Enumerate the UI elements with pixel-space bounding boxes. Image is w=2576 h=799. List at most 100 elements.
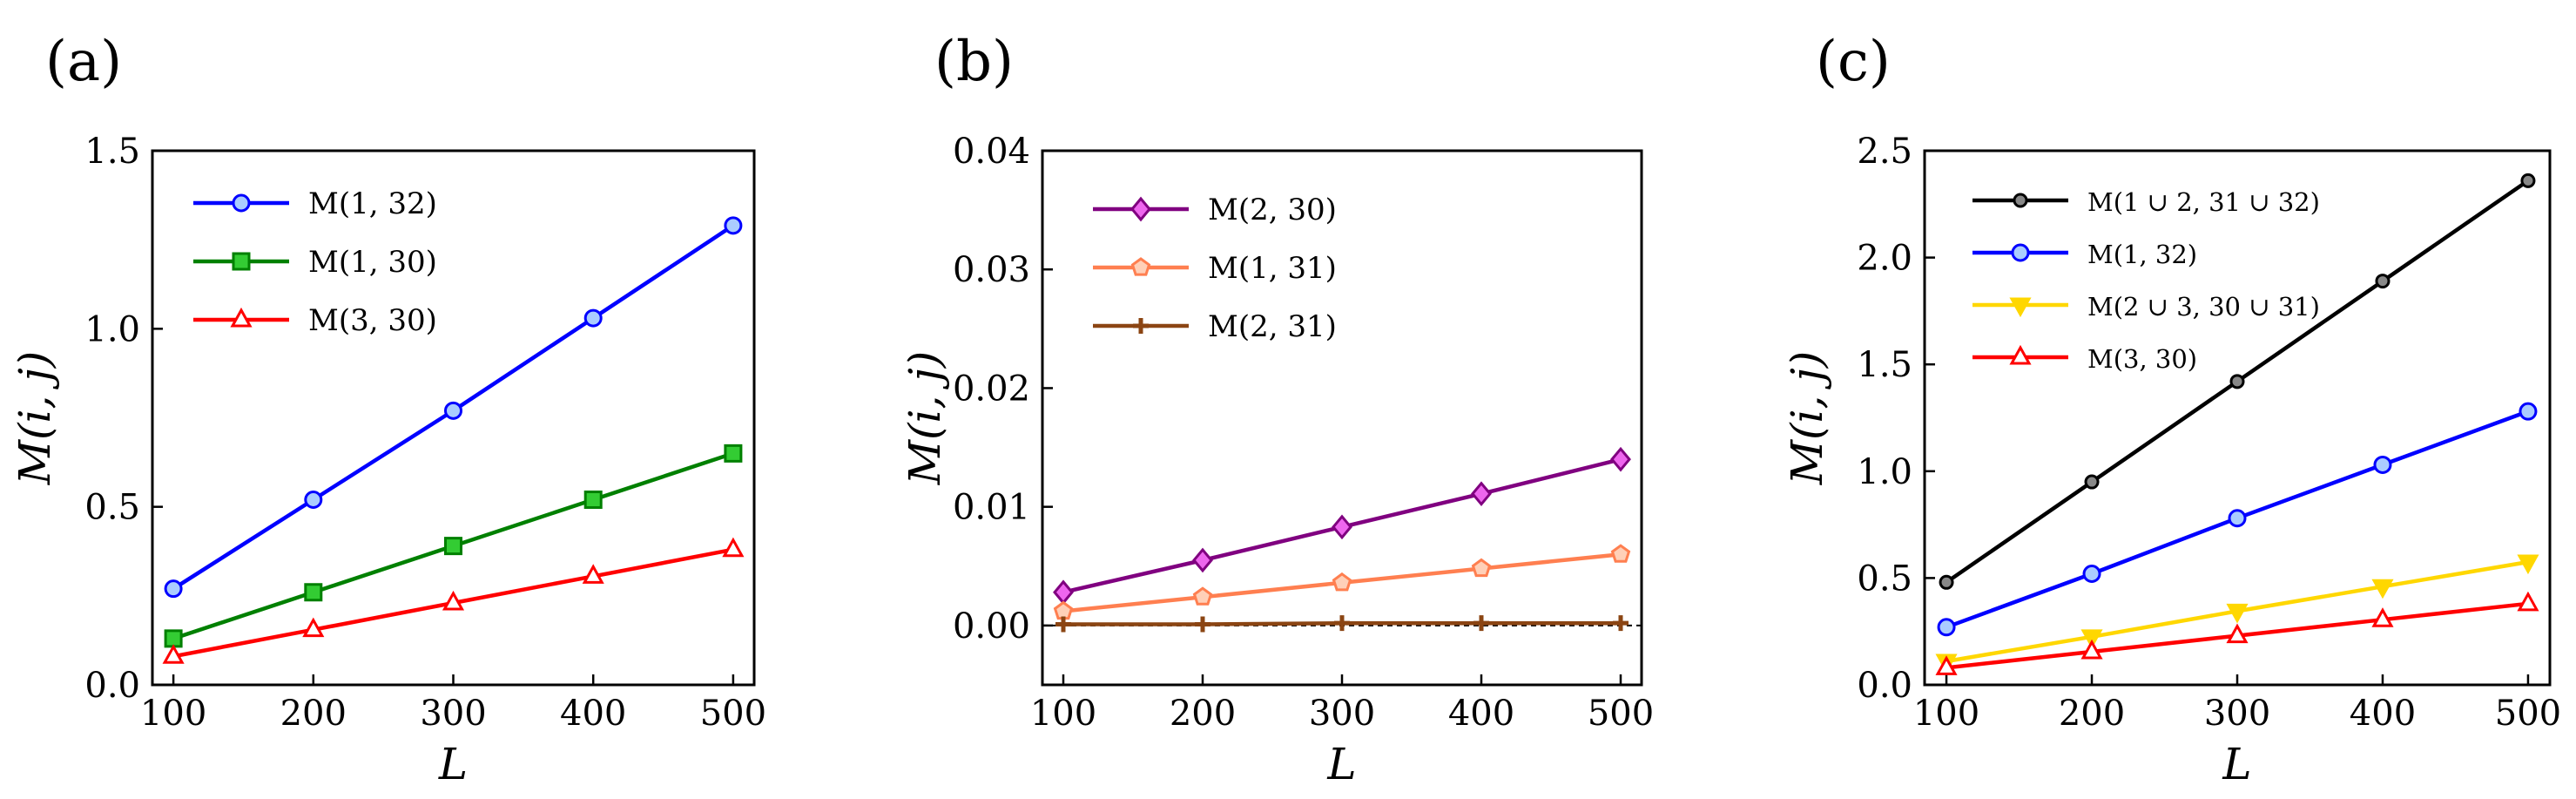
data-point — [2080, 629, 2103, 649]
data-point — [583, 308, 603, 328]
x-tick-label: 500 — [2495, 694, 2561, 734]
data-point — [1192, 547, 1213, 573]
y-tick-label: 1.5 — [1857, 345, 1912, 385]
panel-label: (c) — [1816, 30, 1891, 94]
x-tick-label: 300 — [1309, 694, 1375, 734]
data-point — [1332, 514, 1352, 540]
data-point — [2520, 173, 2536, 188]
data-point — [1195, 616, 1210, 633]
data-point — [1471, 481, 1492, 507]
x-tick-label: 100 — [140, 694, 206, 734]
data-point — [2373, 455, 2392, 474]
y-axis-label: M(i, j) — [900, 351, 950, 486]
data-point — [164, 629, 183, 648]
legend-marker — [1130, 257, 1151, 276]
legend-label: M(1, 30) — [308, 245, 437, 280]
x-tick-label: 200 — [2059, 694, 2125, 734]
data-point — [2080, 639, 2103, 660]
data-point — [1055, 616, 1071, 633]
data-point — [162, 644, 185, 664]
x-tick-label: 400 — [560, 694, 626, 734]
data-point — [1192, 586, 1213, 606]
y-tick-label: 0.04 — [953, 132, 1030, 172]
data-point — [444, 537, 462, 556]
series-1 — [1937, 402, 2538, 637]
series-3 — [1935, 591, 2539, 675]
data-point — [2082, 564, 2101, 583]
legend-marker — [232, 252, 251, 271]
x-tick-label: 100 — [1030, 694, 1096, 734]
data-point — [2228, 509, 2247, 528]
data-point — [304, 490, 323, 509]
x-tick-label: 400 — [1448, 694, 1514, 734]
panel-a: (a) 100 200 300 400 500 0.0 0.5 1.0 1.5 L M(i, j) M(… — [10, 30, 766, 789]
data-point — [2084, 474, 2100, 490]
data-point — [1613, 615, 1629, 632]
legend-marker — [1133, 318, 1149, 334]
x-axis-label: L — [438, 739, 468, 789]
y-tick-label: 0.00 — [953, 606, 1030, 647]
y-tick-label: 0.0 — [1857, 666, 1912, 706]
data-point — [722, 537, 745, 558]
data-point — [1610, 544, 1631, 563]
legend-label: M(2, 30) — [1208, 193, 1337, 227]
y-tick-label: 1.0 — [1857, 452, 1912, 492]
axes-frame — [151, 149, 756, 687]
legend-label: M(2 ∪ 3, 30 ∪ 31) — [2087, 292, 2320, 322]
y-tick-label: 0.0 — [84, 666, 140, 706]
x-tick-label: 400 — [2350, 694, 2416, 734]
x-tick-label: 300 — [420, 694, 486, 734]
data-point — [2371, 579, 2394, 599]
data-point — [1610, 446, 1631, 472]
legend-marker — [2009, 297, 2032, 318]
legend-label: M(1 ∪ 2, 31 ∪ 32) — [2087, 187, 2320, 217]
legend-marker — [2009, 344, 2032, 365]
data-point — [2517, 591, 2539, 612]
panel-label: (a) — [45, 30, 122, 94]
data-point — [1939, 574, 1954, 590]
data-point — [1471, 558, 1492, 578]
legend-label: M(1, 31) — [1208, 251, 1337, 286]
legend: M(2, 30) M(1, 31) M(2, 31) — [1093, 193, 1337, 344]
series-0 — [1053, 446, 1631, 606]
series-1 — [1053, 544, 1631, 620]
y-tick-label: 0.5 — [1857, 559, 1912, 599]
legend-marker — [1130, 196, 1151, 222]
y-axis-label: M(i, j) — [10, 351, 60, 486]
data-point — [304, 583, 323, 602]
legend-label: M(3, 30) — [2087, 344, 2197, 374]
data-point — [2371, 607, 2394, 627]
panel-b: (b) 100 200 300 400 500 0.00 0.01 0.02 0.03 0.04 L M… — [900, 30, 1654, 789]
data-point — [442, 590, 465, 611]
data-point — [444, 401, 462, 420]
data-point — [724, 444, 743, 463]
data-point — [2375, 274, 2391, 289]
x-tick-label: 100 — [1913, 694, 1979, 734]
legend-marker — [2013, 193, 2028, 208]
data-point — [2517, 554, 2539, 575]
axes-frame — [1923, 149, 2552, 687]
data-point — [2226, 623, 2249, 644]
y-tick-label: 2.0 — [1857, 239, 1912, 279]
data-point — [1053, 579, 1074, 606]
legend-label: M(3, 30) — [308, 303, 437, 338]
y-tick-label: 0.02 — [953, 369, 1030, 409]
axes-frame — [1041, 149, 1643, 687]
legend-label: M(1, 32) — [2087, 240, 2197, 269]
y-tick-label: 1.5 — [84, 132, 140, 172]
legend-marker — [232, 193, 251, 213]
data-point — [2229, 374, 2245, 389]
legend: M(1 ∪ 2, 31 ∪ 32) M(1, 32) M(2 ∪ 3, 30 ∪ 3… — [1972, 187, 2320, 374]
data-point — [2226, 603, 2249, 624]
legend-marker — [230, 307, 253, 328]
data-point — [1334, 615, 1350, 632]
data-point — [1473, 615, 1489, 632]
panel-c: (c) 100 200 300 400 500 0.0 0.5 1.0 1.5 2.0 2.5 L M(i… — [1782, 30, 2561, 789]
panel-label: (b) — [934, 30, 1014, 94]
y-tick-label: 0.5 — [84, 488, 140, 528]
data-point — [582, 564, 604, 584]
series-2 — [1055, 615, 1629, 633]
legend-label: M(2, 31) — [1208, 309, 1337, 344]
data-point — [302, 617, 325, 638]
y-tick-label: 2.5 — [1857, 132, 1912, 172]
